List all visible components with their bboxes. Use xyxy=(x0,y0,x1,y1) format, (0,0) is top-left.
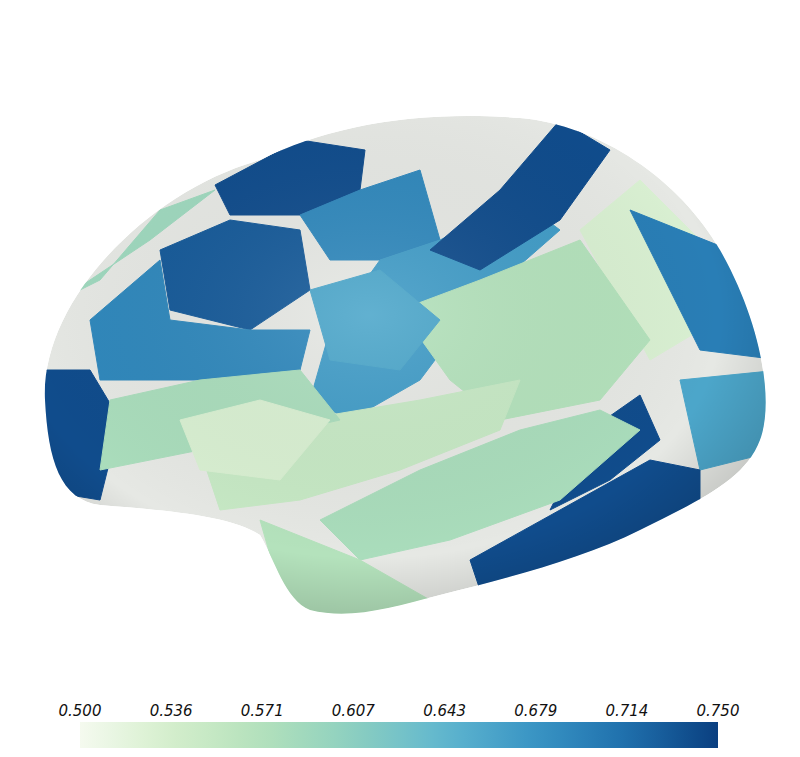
svg-text:0.500: 0.500 xyxy=(59,702,102,720)
svg-text:0.571: 0.571 xyxy=(241,702,284,720)
svg-text:0.536: 0.536 xyxy=(150,702,193,720)
svg-text:0.607: 0.607 xyxy=(332,702,375,720)
svg-text:0.714: 0.714 xyxy=(605,702,648,720)
svg-text:0.750: 0.750 xyxy=(697,702,740,720)
svg-text:0.679: 0.679 xyxy=(514,702,557,720)
svg-text:0.643: 0.643 xyxy=(423,702,466,720)
